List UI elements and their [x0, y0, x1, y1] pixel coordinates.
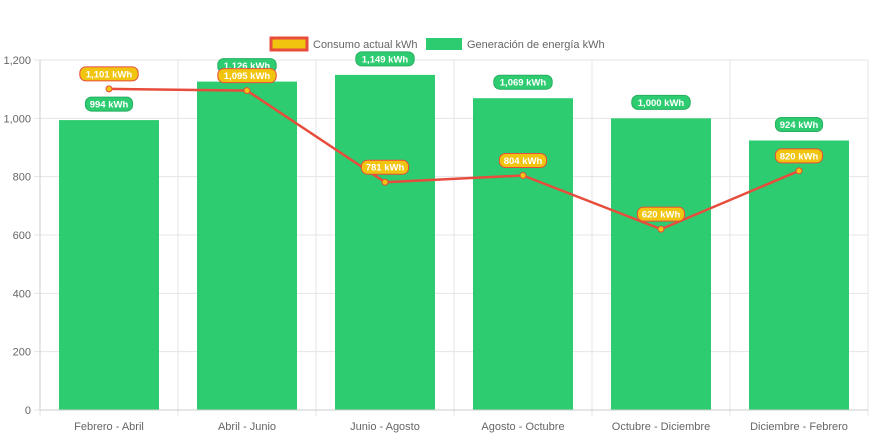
bar [59, 120, 159, 410]
line-data-label: 1,095 kWh [224, 71, 271, 82]
line-data-label-bg [774, 148, 824, 164]
bar-data-label: 994 kWh [90, 100, 129, 111]
line-data-label: 804 kWh [504, 156, 543, 167]
bar-data-label: 1,000 kWh [638, 98, 685, 109]
bar [473, 98, 573, 410]
legend-swatch-generacion[interactable] [426, 38, 462, 50]
line-point [657, 225, 665, 233]
bar-data-label-bg [84, 96, 134, 112]
bar-data-label: 1,126 kWh [224, 61, 271, 72]
line-data-label-bg [79, 66, 139, 82]
y-tick-label: 0 [25, 405, 31, 417]
line-data-label: 820 kWh [780, 151, 819, 162]
x-tick-label: Febrero - Abril [74, 421, 144, 433]
bar-data-label: 1,069 kWh [500, 78, 547, 89]
x-tick-label: Diciembre - Febrero [750, 421, 848, 433]
line-point [105, 85, 113, 93]
x-tick-label: Octubre - Diciembre [612, 421, 710, 433]
line-data-label-bg [636, 206, 686, 222]
x-tick-label: Agosto - Octubre [481, 421, 564, 433]
consumo-line [108, 87, 800, 231]
bar-data-label: 1,149 kWh [362, 54, 409, 65]
data-labels: 994 kWh 1,126 kWh 1,149 kWh 1,069 kWh 1,000 … [79, 51, 824, 222]
y-tick-label: 400 [13, 288, 31, 300]
bar-data-label-bg [355, 51, 415, 67]
axes: 0 200 400 600 800 1,000 1,200 Febrero - Abril Ab… [3, 55, 868, 433]
bar-data-label-bg [493, 74, 553, 90]
bars [59, 74, 849, 410]
grid [34, 59, 869, 416]
legend-label-generacion[interactable]: Generación de energía kWh [467, 39, 605, 51]
y-tick-label: 1,000 [3, 113, 31, 125]
legend-label-consumo[interactable]: Consumo actual kWh [313, 39, 418, 51]
line-point [243, 87, 251, 95]
bar [335, 74, 435, 410]
line-series [105, 85, 803, 233]
line-data-label: 781 kWh [366, 163, 405, 174]
y-tick-label: 600 [13, 230, 31, 242]
x-tick-label: Abril - Junio [218, 421, 276, 433]
x-tick-label: Junio - Agosto [350, 421, 420, 433]
legend[interactable]: Consumo actual kWh Generación de energía… [269, 36, 605, 52]
bar [749, 140, 849, 410]
y-tick-label: 200 [13, 347, 31, 359]
bar [611, 118, 711, 410]
line-data-label: 620 kWh [642, 210, 681, 221]
line-data-label-bg [360, 159, 410, 175]
bar-data-label-bg [774, 117, 824, 132]
bar-data-label-bg [631, 94, 691, 110]
line-data-label-bg [217, 68, 277, 84]
line-point [381, 178, 389, 186]
bar-data-label: 924 kWh [780, 120, 819, 131]
bar [197, 81, 297, 410]
line-point [795, 167, 803, 175]
line-data-label: 1,101 kWh [86, 69, 133, 80]
legend-swatch-consumo[interactable] [269, 36, 309, 52]
y-tick-label: 800 [13, 172, 31, 184]
y-tick-label: 1,200 [3, 55, 31, 67]
line-data-label-bg [498, 153, 548, 168]
line-point [519, 172, 527, 179]
